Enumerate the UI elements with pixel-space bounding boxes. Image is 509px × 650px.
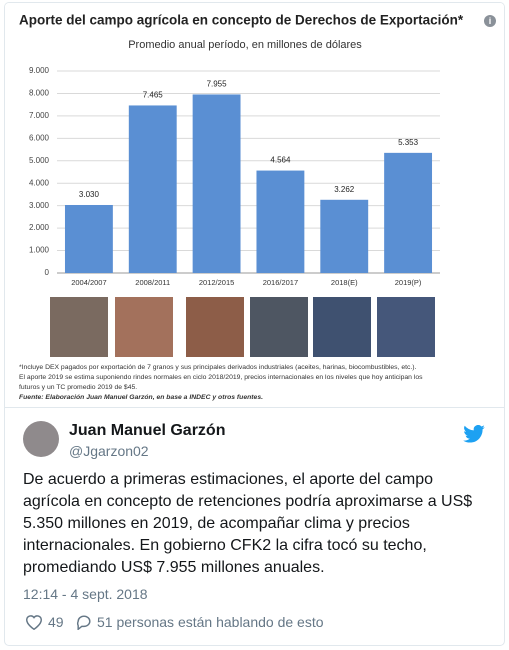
x-tick-label: 2012/2015: [199, 278, 234, 287]
footnote: *Incluye DEX pagados por exportación de …: [19, 364, 417, 371]
photo: [50, 297, 108, 357]
twitter-logo[interactable]: [463, 425, 485, 443]
x-tick-label: 2008/2011: [135, 278, 170, 287]
info-icon-glyph: i: [489, 16, 492, 26]
x-tick-label: 2019(P): [395, 278, 422, 287]
value-label: 5.353: [398, 138, 419, 147]
y-tick-label: 1.000: [29, 246, 50, 255]
value-label: 7.955: [207, 80, 228, 89]
photo: [377, 297, 435, 357]
divider: [5, 407, 504, 408]
y-tick-label: 0: [45, 268, 50, 277]
x-tick-label: 2018(E): [331, 278, 358, 287]
photo: [115, 297, 173, 357]
bar: [320, 199, 369, 273]
footnote: futuros y un TC promedio 2019 de $45.: [19, 384, 137, 391]
tweet-time[interactable]: 12:14 - 4 sept. 2018: [23, 586, 148, 602]
value-label: 3.030: [79, 190, 100, 199]
bar: [384, 152, 433, 273]
y-tick-label: 5.000: [29, 156, 50, 165]
y-tick-label: 3.000: [29, 201, 50, 210]
author-handle[interactable]: @Jgarzon02: [69, 443, 149, 459]
x-tick-label: 2016/2017: [263, 278, 298, 287]
like-icon[interactable]: [25, 614, 43, 630]
info-icon[interactable]: [484, 15, 496, 27]
value-label: 4.564: [270, 156, 291, 165]
tweet-text: De acuerdo a primeras estimaciones, el a…: [23, 471, 473, 576]
avatar[interactable]: [23, 421, 59, 457]
y-tick-label: 4.000: [29, 178, 50, 187]
value-label: 3.262: [334, 185, 355, 194]
y-tick-label: 8.000: [29, 89, 50, 98]
like-count: 49: [48, 614, 64, 630]
y-tick-label: 6.000: [29, 133, 50, 142]
tweet-card: Aporte del campo agrícola en concepto de…: [4, 2, 505, 646]
photo: [250, 297, 308, 357]
x-tick-label: 2004/2007: [71, 278, 106, 287]
conversation-count[interactable]: 51 personas están hablando de esto: [97, 614, 324, 630]
y-tick-label: 7.000: [29, 111, 50, 120]
chart-title: Aporte del campo agrícola en concepto de…: [19, 13, 464, 28]
bar: [256, 170, 305, 273]
photo: [186, 297, 244, 357]
bar: [64, 204, 113, 273]
y-tick-label: 9.000: [29, 66, 50, 75]
bar: [192, 94, 241, 274]
reply-icon[interactable]: [75, 614, 93, 630]
y-tick-label: 2.000: [29, 223, 50, 232]
photo: [313, 297, 371, 357]
author-name[interactable]: Juan Manuel Garzón: [69, 422, 226, 439]
value-label: 7.465: [143, 91, 164, 100]
source: Fuente: Elaboración Juan Manuel Garzón, …: [19, 394, 263, 401]
bar: [128, 105, 177, 273]
chart-subtitle: Promedio anual período, en millones de d…: [128, 39, 362, 51]
footnote: El aporte 2019 se estima suponiendo rind…: [19, 374, 423, 381]
chart: Aporte del campo agrícola en concepto de…: [5, 3, 504, 407]
photos: [50, 297, 435, 357]
